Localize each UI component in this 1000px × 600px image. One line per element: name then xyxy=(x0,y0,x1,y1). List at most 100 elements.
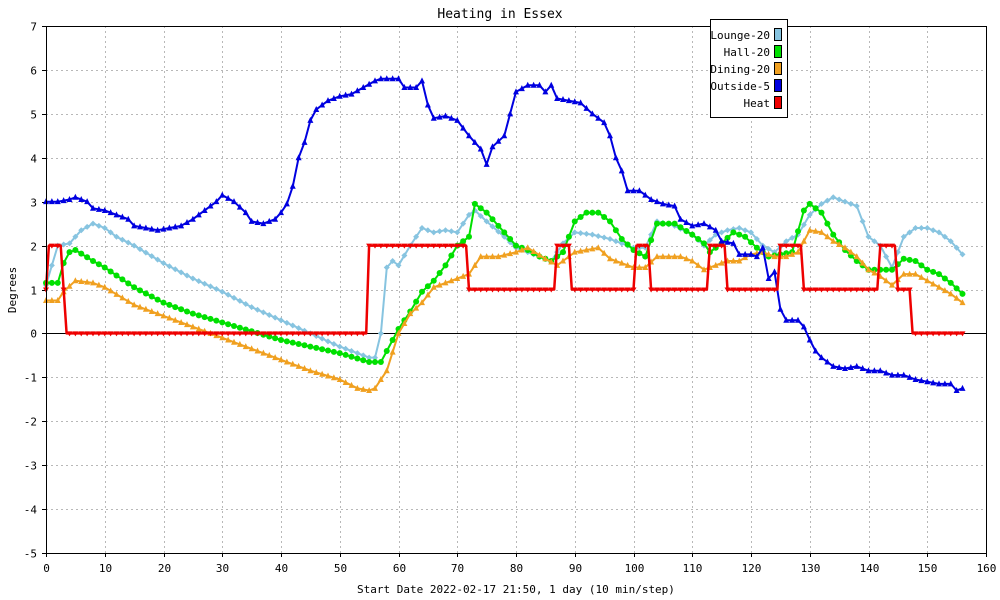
data-point xyxy=(695,235,702,242)
data-point xyxy=(95,281,102,288)
y-axis-label: Degrees xyxy=(6,267,19,313)
data-point xyxy=(178,331,185,337)
data-point xyxy=(477,253,484,260)
data-point xyxy=(454,275,461,282)
data-point xyxy=(201,331,208,337)
data-point xyxy=(789,316,796,323)
data-point xyxy=(319,331,326,337)
data-point xyxy=(513,242,519,249)
data-point xyxy=(477,212,484,219)
data-point xyxy=(471,287,478,293)
data-point xyxy=(683,227,690,234)
data-point xyxy=(113,233,120,240)
x-tick-label: 40 xyxy=(275,562,288,575)
data-point xyxy=(812,287,819,293)
data-point xyxy=(383,243,390,249)
data-point xyxy=(859,365,866,372)
data-point xyxy=(824,233,831,240)
data-point xyxy=(207,331,214,337)
data-point xyxy=(460,272,467,279)
data-point xyxy=(912,331,919,337)
data-point xyxy=(624,241,631,248)
data-point xyxy=(677,253,684,260)
data-point xyxy=(477,287,484,293)
data-point xyxy=(959,299,966,306)
data-point xyxy=(395,243,402,249)
data-point xyxy=(295,154,302,161)
data-point xyxy=(800,221,807,228)
data-point xyxy=(95,331,102,337)
data-point xyxy=(413,298,420,305)
y-tick-label: -5 xyxy=(24,548,37,561)
data-point xyxy=(877,243,884,249)
data-point xyxy=(489,253,496,260)
data-point xyxy=(618,235,625,242)
data-point xyxy=(765,250,772,257)
data-point xyxy=(278,331,284,337)
data-point xyxy=(712,261,719,268)
data-point xyxy=(642,243,649,249)
data-point xyxy=(918,331,925,337)
data-point xyxy=(789,234,796,241)
data-point xyxy=(60,197,67,204)
data-point xyxy=(924,266,931,273)
data-point xyxy=(918,262,925,269)
data-point xyxy=(342,91,349,98)
data-point xyxy=(377,75,384,82)
data-point xyxy=(571,229,578,236)
x-tick-label: 80 xyxy=(510,562,523,575)
data-point xyxy=(900,371,907,378)
data-point xyxy=(366,358,373,365)
y-tick-label: 1 xyxy=(30,285,37,298)
data-point xyxy=(518,85,525,92)
data-point xyxy=(560,243,566,249)
data-point xyxy=(113,331,120,337)
data-point xyxy=(877,367,884,374)
data-point xyxy=(466,132,472,139)
data-point xyxy=(748,287,754,293)
data-point xyxy=(160,260,167,267)
data-point xyxy=(72,331,79,337)
legend-swatch xyxy=(774,45,782,58)
data-point xyxy=(959,290,966,297)
data-point xyxy=(348,90,355,97)
data-point xyxy=(748,229,754,236)
data-point xyxy=(736,231,743,238)
data-point xyxy=(330,331,337,337)
data-point xyxy=(436,228,443,235)
data-point xyxy=(818,287,825,293)
data-point xyxy=(736,225,743,232)
data-point xyxy=(771,268,778,275)
plot-series xyxy=(43,75,966,394)
legend-item: Dining-20 xyxy=(710,62,782,76)
data-point xyxy=(184,321,190,328)
data-point xyxy=(389,337,396,344)
data-point xyxy=(225,194,232,201)
data-point xyxy=(742,233,749,240)
data-point xyxy=(689,257,696,264)
data-point xyxy=(753,287,760,293)
data-point xyxy=(178,306,185,313)
data-point xyxy=(565,233,572,240)
data-point xyxy=(936,331,942,337)
data-point xyxy=(342,378,349,385)
data-point xyxy=(571,98,578,105)
data-point xyxy=(618,287,625,293)
data-point xyxy=(748,250,754,257)
data-point xyxy=(424,283,431,290)
data-point xyxy=(683,255,690,262)
data-point xyxy=(377,376,384,383)
data-point xyxy=(189,310,196,317)
data-point xyxy=(642,191,649,198)
data-point xyxy=(160,225,167,232)
data-point xyxy=(800,207,807,214)
data-point xyxy=(859,218,866,225)
data-point xyxy=(90,204,96,211)
data-point xyxy=(148,225,155,232)
data-point xyxy=(806,211,813,218)
data-point xyxy=(818,209,825,216)
data-point xyxy=(800,287,807,293)
data-point xyxy=(231,331,237,337)
data-point xyxy=(607,132,613,139)
data-point xyxy=(278,209,284,216)
